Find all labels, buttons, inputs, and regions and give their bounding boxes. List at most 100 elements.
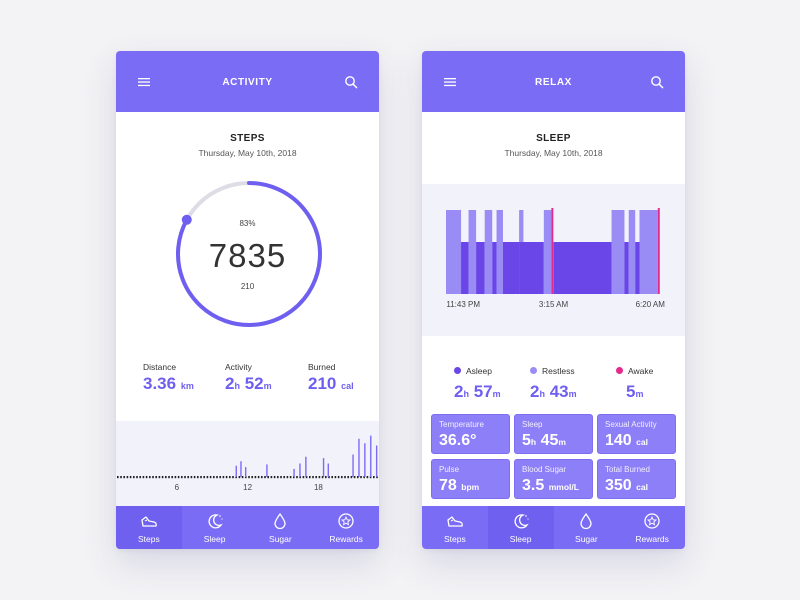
timeline-dot [350,476,353,479]
timeline-dot [219,476,221,479]
sleep-segment-awake [551,208,554,294]
page-title: RELAX [535,77,572,88]
sleep-segment-asleep [492,242,497,294]
nav-steps[interactable]: Steps [116,506,182,549]
timeline-dot [213,476,215,479]
legend-asleep: Asleep 2h 57m [454,362,501,402]
timeline-dot [270,476,273,479]
timeline-dot [360,476,362,479]
timeline-dot [273,476,276,479]
timeline-dot [315,476,317,479]
sleep-segment-asleep [476,242,485,294]
nav-sugar[interactable]: Sugar [554,506,620,549]
timeline-dot [312,476,314,479]
card-sexual-activity-value: 140 cal [605,432,648,449]
timeline-dot [302,476,305,479]
sleep-segment-asleep [461,242,469,294]
timeline-dot [257,476,260,479]
menu-icon[interactable] [443,75,457,89]
nav-sleep[interactable]: Sleep [182,506,248,549]
card-total-burned-title: Total Burned [605,465,650,474]
sleep-segment-restless [628,210,636,294]
timeline-dot [145,476,148,479]
nav-rewards[interactable]: Rewards [313,506,379,549]
timeline-dot [229,476,231,479]
card-sleep[interactable]: Sleep 5h 45m [514,414,593,454]
timeline-dot [139,476,141,479]
card-sleep-value: 5h 45m [522,432,566,449]
steps-bars [117,435,378,479]
steps-tick-label: 18 [313,483,323,492]
search-icon[interactable] [344,75,358,89]
timeline-dot [126,476,129,479]
sleep-segment-asleep [553,242,612,294]
asleep-label: Asleep [466,365,492,376]
activity-screen: ACTIVITY STEPS Thursday, May 10th, 2018 … [116,51,379,549]
timeline-dot [293,476,295,479]
timeline-dot [289,476,292,479]
ring-handle[interactable] [181,214,192,225]
shoe-icon [141,516,157,527]
card-pulse[interactable]: Pulse 78 bpm [431,459,510,499]
steps-tick-label: 6 [174,483,180,492]
timeline-dot [190,476,193,479]
page-title: ACTIVITY [222,77,273,88]
card-temperature[interactable]: Temperature 36.6° [431,414,510,454]
timeline-dot [347,476,349,479]
distance-value: 3.36 km [143,374,194,393]
timeline-dot [309,476,311,479]
timeline-dot [184,476,186,479]
search-icon[interactable] [650,75,664,89]
timeline-dot [280,476,282,479]
timeline-dot [245,476,247,479]
timeline-dot [149,476,151,479]
nav-sleep-label: Sleep [509,534,532,544]
timeline-dot [129,476,132,479]
timeline-dot [264,476,266,479]
nav-sugar[interactable]: Sugar [248,506,314,549]
section-date: Thursday, May 10th, 2018 [198,148,297,158]
sleep-segment-restless [611,210,625,294]
sleep-segment-awake [657,208,660,294]
sleep-segment-restless [468,210,477,294]
timeline-dot [209,476,212,479]
sleep-tick-label: 3:15 AM [538,300,569,309]
sleep-segment-asleep [624,242,629,294]
steps-bar [266,464,268,477]
timeline-dot [318,476,321,479]
timeline-dot [161,476,164,479]
moon-icon [514,514,529,529]
ring-progress [176,181,322,327]
timeline-dot [363,476,365,479]
distance-stat: Distance 3.36 km [143,362,194,394]
steps-bar [244,467,247,477]
nav-sleep[interactable]: Sleep [487,506,554,549]
sleep-tick-label: 6:20 AM [635,300,665,309]
timeline-dot [152,476,154,479]
card-total-burned[interactable]: Total Burned 350 cal [597,459,676,499]
asleep-value: 2h 57m [454,382,501,401]
timeline-dot [216,476,218,479]
timeline-dot [321,476,324,479]
nav-sleep-label: Sleep [203,534,226,544]
restless-label: Restless [542,365,575,376]
section-date: Thursday, May 10th, 2018 [504,148,603,158]
timeline-dot [286,476,289,479]
nav-rewards[interactable]: Rewards [619,506,685,549]
menu-icon[interactable] [137,75,151,89]
timeline-dot [376,476,378,479]
nav-steps-label: Steps [138,534,160,544]
nav-steps[interactable]: Steps [422,506,488,549]
timeline-dot [197,476,199,479]
activity-label: Activity [225,362,252,372]
steps-count: 7835 [208,237,287,274]
timeline-dot [142,476,145,479]
card-total-burned-value: 350 cal [605,477,648,494]
section-title: SLEEP [536,133,571,144]
card-pulse-value: 78 bpm [439,477,480,494]
steps-bar [240,461,242,477]
card-blood-sugar[interactable]: Blood Sugar 3.5 mmol/L [514,459,593,499]
card-sexual-activity[interactable]: Sexual Activity 140 cal [597,414,676,454]
section-title: STEPS [230,133,265,144]
activity-value: 2h 52m [225,374,272,393]
